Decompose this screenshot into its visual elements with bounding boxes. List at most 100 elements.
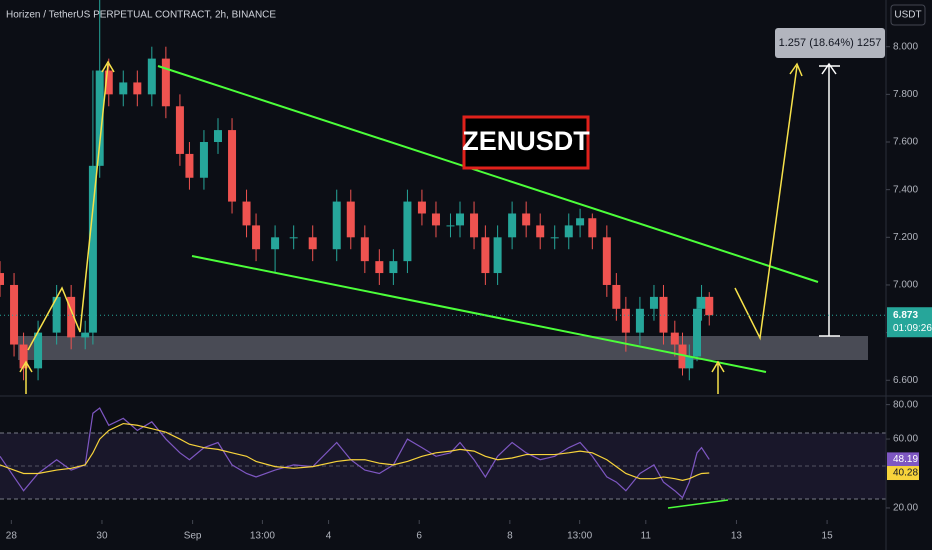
candle-body xyxy=(175,106,184,154)
y-tick-label: 8.000 xyxy=(893,41,918,52)
y-tick-label: 7.600 xyxy=(893,137,918,148)
drawings xyxy=(19,60,840,509)
rsi-line xyxy=(0,422,710,482)
candle-body xyxy=(685,356,694,369)
y-tick-label: 7.400 xyxy=(893,184,918,195)
candle-body xyxy=(576,218,585,226)
candle-body xyxy=(0,273,4,285)
candle-body xyxy=(360,237,369,262)
price-label: 6.873 xyxy=(893,310,918,321)
arrow-head xyxy=(821,62,837,75)
candle-body xyxy=(185,153,194,178)
candle-body xyxy=(308,237,317,250)
candle-body xyxy=(508,213,517,238)
currency[interactable]: USDT xyxy=(894,10,921,21)
candle-body xyxy=(346,201,355,238)
candle-body xyxy=(81,332,90,338)
x-tick-label: 6 xyxy=(416,531,422,542)
support-zone xyxy=(18,336,868,360)
x-tick-label: 13 xyxy=(731,531,743,542)
annotation-box xyxy=(462,115,590,170)
x-tick-label: 13:00 xyxy=(567,531,592,542)
candle-body xyxy=(213,130,222,143)
arrow-head xyxy=(101,60,115,73)
y-tick-label: 7.000 xyxy=(893,280,918,291)
countdown: 01:09:26 xyxy=(893,323,932,334)
price-tag xyxy=(887,307,932,338)
candle-body xyxy=(133,82,142,95)
candle-body xyxy=(522,213,531,226)
candle-body xyxy=(455,213,464,226)
x-tick-label: 8 xyxy=(507,531,513,542)
candle-body xyxy=(119,82,128,95)
candle-body xyxy=(470,213,479,238)
candle-body xyxy=(417,201,426,214)
value-label: 48.19 xyxy=(893,454,918,465)
trend-line xyxy=(191,255,767,373)
rsi-line xyxy=(0,407,710,499)
candle-body xyxy=(659,296,668,333)
y-tick-label: 6.600 xyxy=(893,375,918,386)
trend-line xyxy=(157,65,819,283)
candle-body xyxy=(602,237,611,285)
candle-body xyxy=(332,201,341,250)
candle-body xyxy=(612,284,621,309)
value-tag xyxy=(887,466,919,481)
candle-body xyxy=(389,261,398,274)
candle-body xyxy=(10,284,19,345)
y-tick-label: 80.00 xyxy=(893,399,918,410)
candle-body xyxy=(95,70,104,166)
x-tick-label: 4 xyxy=(326,531,332,542)
y-tick-label: 60.00 xyxy=(893,434,918,445)
x-tick-label: 30 xyxy=(96,531,108,542)
candle-body xyxy=(67,296,76,338)
candle-body xyxy=(431,213,440,226)
candle-body xyxy=(621,308,630,333)
divergence-line xyxy=(667,499,729,509)
x-tick-label: 15 xyxy=(822,531,834,542)
candle-body xyxy=(88,165,97,333)
x-tick-label: Sep xyxy=(184,531,202,542)
currency-button[interactable] xyxy=(890,4,926,26)
candle-body xyxy=(649,296,658,309)
x-tick-label: 28 xyxy=(6,531,18,542)
candle-body xyxy=(228,130,237,202)
y-tick-label: 7.200 xyxy=(893,232,918,243)
candle-body xyxy=(252,225,261,250)
candle-body xyxy=(446,225,455,227)
candle-body xyxy=(635,308,644,333)
candle-body xyxy=(693,308,702,357)
candle-body xyxy=(705,296,714,316)
candle-body xyxy=(481,237,490,274)
candle-body xyxy=(34,332,43,369)
candle-body xyxy=(375,261,384,274)
x-tick-label: 11 xyxy=(641,531,652,542)
measure-box xyxy=(775,28,885,58)
arrow-head xyxy=(19,360,33,373)
y-tick-label: 7.800 xyxy=(893,89,918,100)
chart-header: Horizen / TetherUS PERPETUAL CONTRACT, 2… xyxy=(6,10,276,21)
candle-body xyxy=(493,237,502,274)
candle-body xyxy=(536,225,545,238)
candle-body xyxy=(199,142,208,178)
annotation: ZENUSDT xyxy=(462,126,590,156)
arrow-head xyxy=(789,62,803,77)
measure-label: 1.257 (18.64%) 1257 xyxy=(779,37,882,49)
candle-body xyxy=(550,237,559,239)
candle-body xyxy=(242,201,251,226)
candle-body xyxy=(19,344,28,369)
value-label: 40.28 xyxy=(893,468,918,479)
candle-body xyxy=(670,332,679,345)
candle-body xyxy=(564,225,573,238)
y-tick-label: 20.00 xyxy=(893,503,918,514)
value-tag xyxy=(887,452,919,467)
candle-body xyxy=(403,201,412,262)
candle-body xyxy=(588,218,597,238)
candle-body xyxy=(104,70,113,95)
arrow-head xyxy=(711,360,725,373)
candle-body xyxy=(678,344,687,369)
projection xyxy=(27,63,109,351)
candle-body xyxy=(697,296,706,309)
candle-body xyxy=(147,58,156,95)
